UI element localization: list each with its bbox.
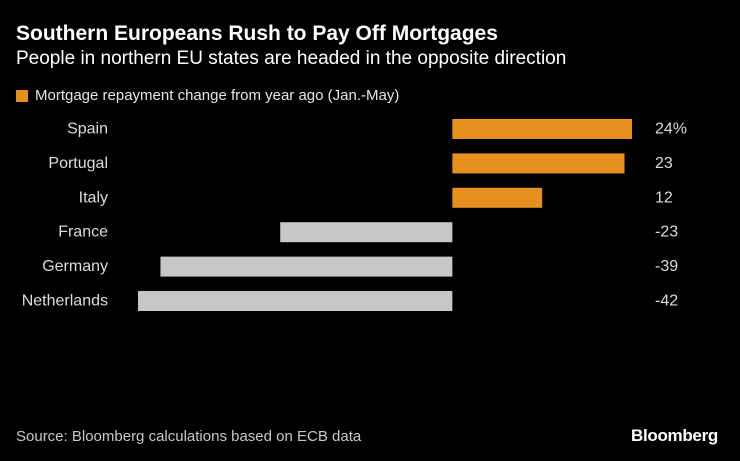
chart-subtitle: People in northern EU states are headed … — [16, 48, 567, 69]
bloomberg-logo: Bloomberg — [630, 426, 718, 445]
value-label: 24% — [655, 121, 687, 138]
category-label: Spain — [67, 121, 108, 138]
value-label: -23 — [655, 224, 678, 241]
value-label: 12 — [655, 189, 673, 206]
category-label: Netherlands — [22, 293, 108, 310]
category-label: Germany — [42, 258, 108, 275]
source-note: Source: Bloomberg calculations based on … — [16, 428, 362, 445]
value-label: -39 — [655, 258, 678, 275]
bar-spain — [452, 119, 632, 139]
value-label: 23 — [655, 155, 673, 172]
category-label: Italy — [79, 189, 108, 206]
bar-germany — [160, 256, 453, 277]
value-label: -42 — [655, 293, 678, 310]
bar-france — [280, 222, 453, 243]
bar-italy — [452, 187, 543, 208]
category-label: France — [58, 224, 108, 241]
chart-title: Southern Europeans Rush to Pay Off Mortg… — [16, 22, 498, 45]
category-label: Portugal — [48, 155, 108, 172]
bar-netherlands — [138, 291, 453, 311]
legend-swatch — [16, 89, 28, 102]
legend-label: Mortgage repayment change from year ago … — [35, 87, 400, 104]
legend: Mortgage repayment change from year ago … — [16, 87, 399, 104]
bar-portugal — [452, 153, 625, 174]
